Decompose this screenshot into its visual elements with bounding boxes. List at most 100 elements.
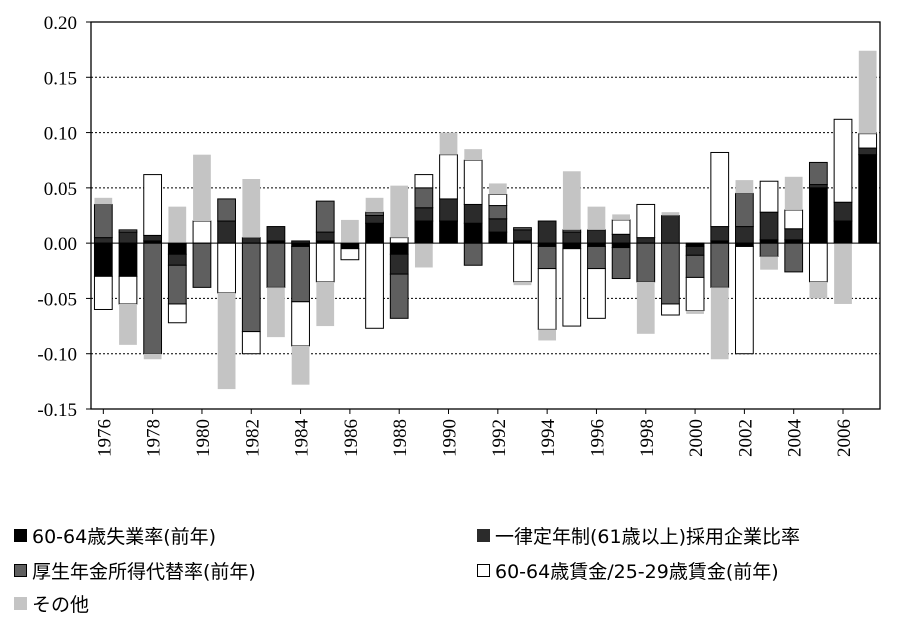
y-axis-ticks: 0.20 0.15 0.10 0.05 0.00 -0.05 -0.10 -0.15: [37, 13, 91, 421]
x-tick-label: 1986: [341, 419, 362, 457]
bar-pension-1995: [562, 229, 582, 233]
x-tick-label: 1988: [390, 419, 411, 457]
bar-other-1987: [365, 197, 384, 213]
bar-wage-1996: [587, 268, 606, 319]
bar-retirement-1978: [143, 234, 163, 242]
bar-retirement-1988: [389, 253, 409, 275]
bar-pension-1994: [537, 245, 557, 270]
bar-wage-1991: [463, 159, 483, 205]
x-tick-label: 1990: [440, 419, 461, 457]
bar-other-1996: [587, 206, 606, 230]
bar-wage-1976: [93, 275, 113, 310]
bar-pension-1998: [636, 242, 656, 283]
bar-other-2006: [834, 243, 852, 304]
bar-other-1983: [267, 287, 285, 338]
bar-retirement-1976: [93, 237, 113, 244]
bar-pension-1989: [414, 187, 434, 209]
bar-pension-1982: [241, 242, 261, 333]
bar-retirement-1998: [636, 237, 656, 244]
bar-retirement-2001: [710, 226, 730, 242]
bar-unemployment-2005: [808, 187, 828, 244]
bar-pension-1987: [365, 211, 384, 217]
bar-other-1991: [464, 149, 483, 161]
bar-pension-2003: [759, 242, 779, 257]
bar-wage-1982: [241, 331, 261, 355]
bar-pension-1977: [118, 229, 138, 233]
bar-unemployment-1988: [389, 242, 409, 255]
x-tick-label: 2000: [686, 419, 707, 457]
bar-pension-1980: [192, 242, 212, 288]
bar-retirement-2000: [685, 245, 705, 256]
bar-wage-1980: [192, 220, 212, 244]
bar-retirement-1981: [217, 220, 236, 244]
bar-wage-2004: [784, 209, 804, 230]
bar-pension-1976: [93, 203, 113, 239]
bar-other-1995: [562, 171, 581, 230]
bar-wage-2005: [808, 242, 828, 283]
y-tick-label: 0.05: [44, 179, 77, 200]
bar-retirement-2002: [735, 226, 754, 244]
bar-retirement-2003: [759, 211, 779, 241]
bar-retirement-1992: [488, 218, 508, 233]
bar-pension-1991: [463, 242, 483, 266]
bar-retirement-1999: [661, 215, 680, 244]
y-tick-label: 0.10: [44, 124, 77, 145]
bar-pension-2000: [685, 254, 705, 278]
bar-wage-1978: [143, 174, 163, 236]
bar-wage-2006: [833, 118, 853, 203]
bar-wage-1988: [389, 237, 409, 244]
bar-unemployment-1990: [439, 220, 458, 244]
bar-area: [93, 50, 878, 390]
bar-unemployment-1992: [488, 231, 508, 244]
bar-other-1998: [636, 281, 655, 334]
x-tick-label: 1982: [242, 419, 263, 457]
bar-pension-1985: [315, 200, 335, 233]
bar-pension-2005: [808, 161, 828, 186]
bar-retirement-1989: [414, 207, 434, 222]
bar-wage-1985: [315, 242, 335, 283]
bar-wage-1999: [661, 303, 680, 316]
bar-unemployment-1989: [414, 220, 434, 244]
y-tick-label: 0.20: [44, 13, 77, 34]
bar-other-2002: [735, 180, 754, 194]
y-tick-label: -0.05: [37, 289, 77, 310]
bar-unemployment-1997: [611, 242, 631, 249]
bar-pension-1997: [611, 247, 631, 280]
bar-other-1982: [242, 179, 261, 238]
bar-unemployment-1995: [562, 242, 582, 250]
x-tick-label: 1976: [94, 419, 115, 457]
bar-wage-1989: [414, 174, 434, 189]
bar-wage-1992: [488, 193, 508, 207]
bar-other-1990: [439, 132, 458, 155]
bar-wage-1994: [537, 268, 557, 330]
bar-other-2003: [760, 256, 778, 270]
bar-retirement-1993: [513, 229, 532, 242]
bar-retirement-1996: [587, 229, 606, 244]
x-tick-label: 1984: [292, 419, 313, 458]
bar-wage-2001: [710, 151, 730, 228]
bar-unemployment-1977: [118, 242, 138, 277]
bar-other-1979: [168, 206, 187, 244]
bar-other-2005: [809, 281, 828, 299]
bar-other-2001: [710, 287, 729, 360]
bar-retirement-1985: [315, 231, 335, 242]
bar-wage-2002: [735, 245, 754, 355]
bar-other-1994: [538, 329, 557, 341]
bar-retirement-1977: [118, 231, 138, 244]
bar-other-1985: [316, 281, 335, 327]
bar-wage-1986: [340, 248, 360, 261]
x-tick-label: 1978: [144, 419, 165, 457]
bar-wage-1997: [611, 219, 631, 235]
bar-unemployment-2007: [858, 154, 878, 244]
bar-other-1992: [488, 183, 507, 195]
bar-wage-1981: [217, 242, 236, 294]
bar-other-1999: [661, 212, 680, 216]
bar-wage-1977: [118, 275, 138, 305]
bar-unemployment-1976: [93, 242, 113, 277]
bar-other-1976: [94, 197, 113, 205]
bar-pension-1983: [266, 242, 286, 288]
bar-pension-2002: [735, 192, 754, 228]
bar-pension-1981: [217, 198, 236, 222]
bar-pension-1992: [488, 205, 508, 220]
